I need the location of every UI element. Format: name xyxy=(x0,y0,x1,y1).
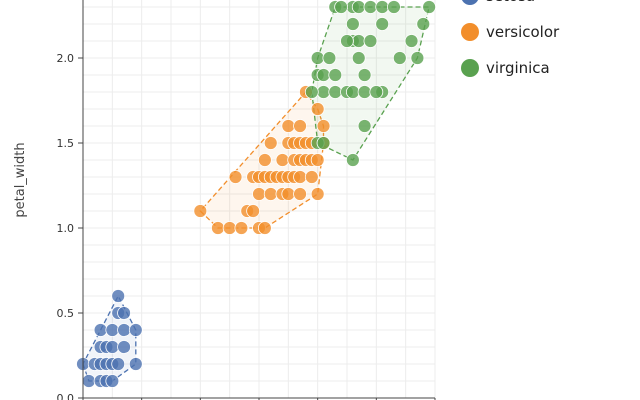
versicolor-point xyxy=(281,119,296,133)
setosa-point xyxy=(81,374,96,388)
virginica-point xyxy=(345,153,360,167)
versicolor-legend-label: versicolor xyxy=(486,23,560,41)
virginica-point xyxy=(351,34,366,48)
virginica-point xyxy=(304,85,319,99)
setosa-point xyxy=(93,323,108,337)
virginica-point xyxy=(369,85,384,99)
versicolor-point xyxy=(275,153,290,167)
legend: setosa versicolor virginica xyxy=(461,0,560,77)
versicolor-point xyxy=(222,221,237,235)
virginica-point xyxy=(351,51,366,65)
y-axis-title: petal_width xyxy=(13,142,28,217)
versicolor-point xyxy=(293,187,307,201)
virginica-point xyxy=(375,0,390,14)
virginica-point xyxy=(410,51,425,65)
virginica-legend-marker xyxy=(461,59,479,77)
setosa-point xyxy=(111,357,126,371)
virginica-point xyxy=(334,0,349,14)
versicolor-point xyxy=(211,221,225,235)
setosa-legend-marker xyxy=(461,0,479,5)
versicolor-point xyxy=(193,204,208,218)
virginica-point xyxy=(328,68,343,82)
virginica-point xyxy=(375,17,390,31)
virginica-point xyxy=(316,85,331,99)
virginica-point xyxy=(351,0,366,14)
virginica-point xyxy=(387,0,401,14)
versicolor-point xyxy=(252,187,266,201)
virginica-point xyxy=(316,136,331,150)
versicolor-point xyxy=(263,136,278,150)
virginica-point xyxy=(340,34,354,48)
setosa-point xyxy=(117,306,131,320)
virginica-point xyxy=(363,34,378,48)
virginica-point xyxy=(316,68,331,82)
virginica-point xyxy=(328,85,343,99)
virginica-point xyxy=(345,17,360,31)
versicolor-point xyxy=(304,170,319,184)
setosa-point xyxy=(105,340,120,354)
y-tick-label: 0.5 xyxy=(57,307,75,320)
virginica-point xyxy=(345,85,360,99)
setosa-point xyxy=(128,357,143,371)
virginica-point xyxy=(310,51,325,65)
virginica-legend-label: virginica xyxy=(486,59,550,77)
axes: 0.0 0.5 1.0 1.5 2.0 petal_width xyxy=(13,0,436,400)
versicolor-point xyxy=(246,204,261,218)
setosa-point xyxy=(128,323,143,337)
y-tick-label: 2.0 xyxy=(57,52,75,65)
versicolor-point xyxy=(310,102,325,116)
versicolor-point xyxy=(257,153,272,167)
versicolor-point xyxy=(310,187,325,201)
versicolor-point xyxy=(293,170,307,184)
virginica-point xyxy=(404,34,419,48)
virginica-point xyxy=(363,0,378,14)
virginica-point xyxy=(357,85,372,99)
y-tick-label: 0.0 xyxy=(57,392,75,400)
versicolor-point xyxy=(293,119,307,133)
y-tick-label: 1.5 xyxy=(57,137,75,150)
y-tick-label: 1.0 xyxy=(57,222,75,235)
versicolor-point xyxy=(234,221,249,235)
virginica-point xyxy=(322,51,337,65)
setosa-point xyxy=(117,323,131,337)
virginica-point xyxy=(392,51,407,65)
versicolor-point xyxy=(228,170,243,184)
setosa-point xyxy=(105,374,120,388)
virginica-point xyxy=(416,17,431,31)
setosa-point xyxy=(111,289,126,303)
virginica-point xyxy=(357,119,372,133)
setosa-point xyxy=(117,340,131,354)
data-points xyxy=(76,0,437,388)
versicolor-point xyxy=(310,153,325,167)
virginica-hull xyxy=(311,6,430,161)
versicolor-point xyxy=(316,119,331,133)
versicolor-point xyxy=(281,187,296,201)
versicolor-point xyxy=(257,221,272,235)
setosa-point xyxy=(105,323,120,337)
setosa-legend-label: setosa xyxy=(486,0,535,5)
virginica-point xyxy=(422,0,437,14)
versicolor-legend-marker xyxy=(461,23,479,41)
versicolor-point xyxy=(263,187,278,201)
virginica-point xyxy=(357,68,372,82)
